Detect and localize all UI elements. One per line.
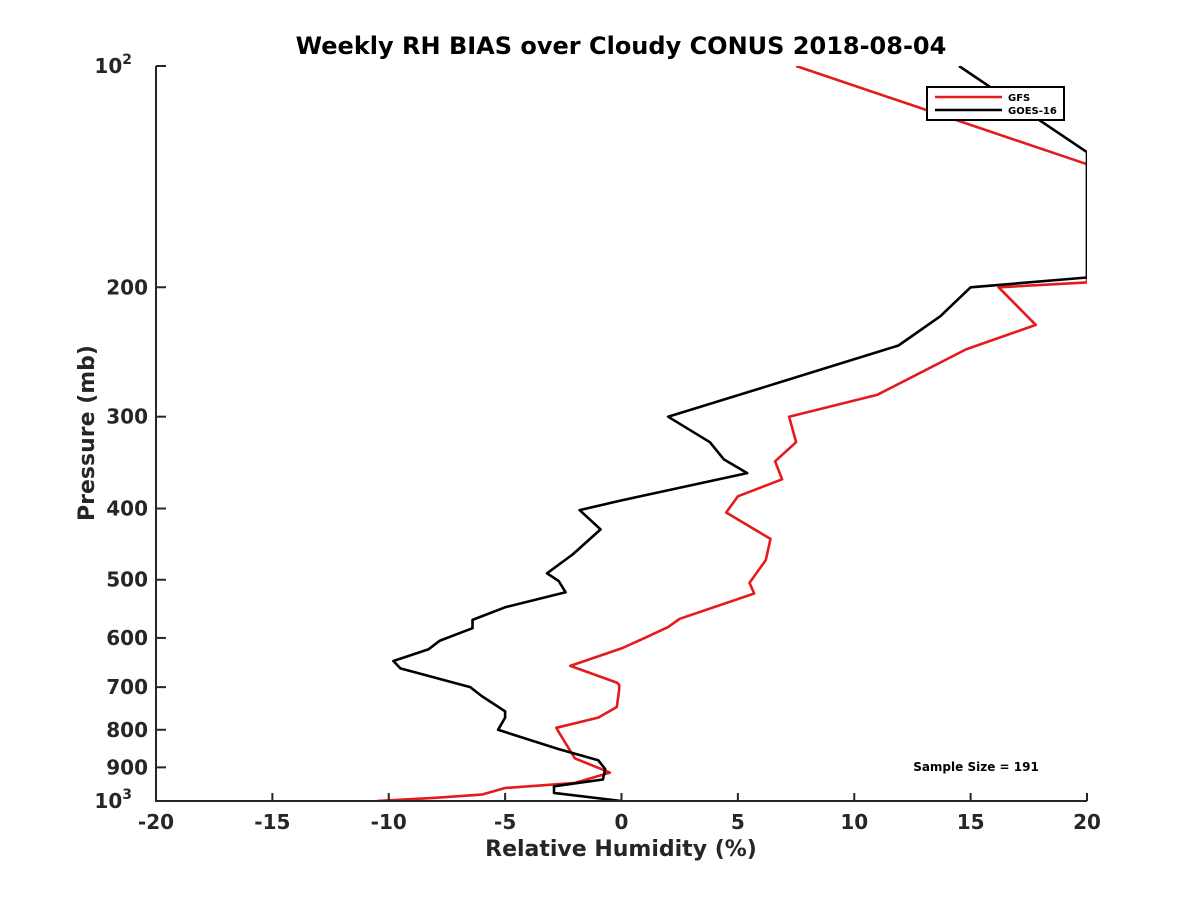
legend-box [926,86,1065,121]
x-axis-ticks: -20 -15 -10 -5 0 5 10 15 20 [138,793,1101,834]
y-tick-exponent: 2 [122,52,132,68]
sample-size-annotation: Sample Size = 191 [913,760,1039,774]
plot-axes [155,66,1087,802]
series-line-goes-16 [392,66,1087,801]
x-tick-label: 5 [731,810,745,834]
x-tick-label: 20 [1073,810,1101,834]
y-tick-label: 600 [106,626,148,650]
x-tick-label: -20 [138,810,174,834]
x-tick-label: -10 [371,810,407,834]
y-tick-label: 900 [106,755,148,779]
y-tick-label: 500 [106,568,148,592]
legend-label-gfs: GFS [1008,93,1030,104]
legend: GFS GOES-16 [926,86,1065,121]
x-tick-label: -5 [494,810,516,834]
legend-label-goes-16: GOES-16 [1008,106,1057,117]
y-tick-label: 200 [106,275,148,299]
y-tick-label: 800 [106,718,148,742]
y-tick-label: 700 [106,675,148,699]
y-tick-label: 300 [106,405,148,429]
y-tick-base: 10 [94,54,122,78]
x-tick-label: 15 [957,810,985,834]
y-tick-base: 10 [94,789,122,813]
y-axis-label: Pressure (mb) [75,345,100,521]
y-tick-label: 103 [94,787,132,813]
chart-title: Weekly RH BIAS over Cloudy CONUS 2018-08… [296,32,947,60]
y-tick-label: 102 [94,52,132,78]
y-tick-label: 400 [106,497,148,521]
x-tick-label: 10 [840,810,868,834]
y-tick-exponent: 3 [122,787,132,803]
series-layer [377,66,1087,801]
x-tick-label: 0 [615,810,629,834]
series-line-gfs [377,66,1087,801]
x-axis-label: Relative Humidity (%) [485,837,757,862]
x-tick-label: -15 [254,810,290,834]
